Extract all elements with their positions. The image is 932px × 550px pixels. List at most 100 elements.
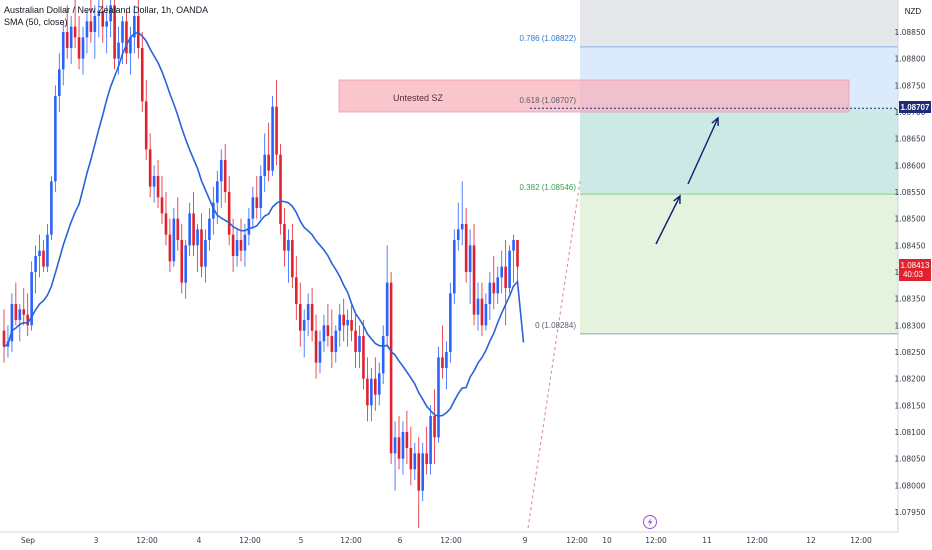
- indicator-title: SMA (50, close): [4, 17, 68, 27]
- candle-body: [310, 304, 314, 331]
- current-price-box: [899, 259, 931, 281]
- current-price-label: 1.08413: [901, 261, 930, 270]
- candle-body: [172, 218, 176, 262]
- y-tick-label: 1.08600: [894, 161, 925, 170]
- candle-body: [413, 453, 417, 470]
- y-tick-label: 1.07950: [894, 508, 925, 517]
- target-price-label: 1.08707: [901, 103, 930, 112]
- candle-body: [208, 218, 211, 240]
- y-tick-label: 1.08000: [894, 481, 925, 490]
- candle-body: [14, 304, 18, 320]
- candle-body: [500, 266, 503, 278]
- candle-body: [385, 282, 389, 336]
- x-tick-label: 9: [523, 536, 528, 545]
- candle-body: [125, 21, 128, 54]
- candle-body: [508, 250, 511, 288]
- candle-body: [251, 197, 255, 219]
- candle-body: [377, 373, 381, 395]
- candle-body: [429, 416, 432, 464]
- lightning-icon[interactable]: [643, 515, 657, 529]
- y-tick-label: 1.08650: [894, 135, 925, 144]
- candle-body: [81, 37, 85, 59]
- candle-body: [216, 181, 219, 203]
- candle-body: [97, 10, 101, 16]
- candle-body: [472, 245, 476, 315]
- candle-body: [46, 234, 49, 267]
- candle-body: [417, 453, 421, 491]
- x-tick-label: 12:00: [239, 536, 261, 545]
- y-tick-label: 1.08750: [894, 81, 925, 90]
- candle-body: [460, 224, 464, 230]
- candle-body: [117, 42, 120, 59]
- candle-body: [445, 352, 448, 368]
- x-tick-label: 12:00: [746, 536, 768, 545]
- x-tick-label: 5: [299, 536, 304, 545]
- projection-arrow-1-head: [673, 194, 681, 205]
- symbol-title: Australian Dollar / New Zealand Dollar, …: [4, 5, 209, 15]
- candle-body: [437, 357, 440, 438]
- candle-body: [61, 32, 65, 70]
- candle-body: [156, 176, 160, 198]
- candle-body: [34, 256, 37, 272]
- candle-body: [267, 154, 270, 171]
- fib-786-label: 0.786 (1.08822): [520, 34, 577, 43]
- y-tick-label: 1.08800: [894, 55, 925, 64]
- candle-body: [279, 154, 282, 224]
- candle-body: [492, 282, 496, 294]
- candle-body: [77, 37, 81, 59]
- candle-body: [488, 282, 492, 304]
- candle-body: [184, 245, 187, 283]
- candle-body: [306, 304, 310, 320]
- candle-body: [350, 320, 353, 331]
- candle-body: [133, 16, 136, 38]
- candle-body: [516, 240, 519, 267]
- candle-body: [65, 32, 69, 48]
- candle-body: [188, 213, 191, 246]
- candle-body: [271, 106, 274, 171]
- x-tick-label: 3: [94, 536, 99, 545]
- candle-body: [393, 437, 397, 454]
- y-tick-label: 1.08250: [894, 348, 925, 357]
- candle-body: [330, 336, 334, 352]
- projection-arrow-2: [687, 117, 719, 185]
- candle-body: [397, 437, 401, 459]
- supply-zone-rect: [338, 79, 850, 113]
- candle-body: [464, 224, 468, 272]
- candle-body: [401, 432, 405, 459]
- candle-body: [42, 250, 45, 267]
- candle-body: [227, 192, 231, 235]
- candle-body: [58, 69, 61, 96]
- candle-body: [176, 218, 180, 240]
- candle-body: [484, 304, 488, 326]
- candle-body: [512, 240, 515, 251]
- candle-body: [22, 309, 26, 315]
- candle-body: [318, 341, 322, 363]
- candle-body: [73, 26, 77, 38]
- candle-body: [334, 330, 338, 352]
- fib-618-label: 0.618 (1.08707): [520, 96, 577, 105]
- candle-body: [235, 240, 239, 256]
- y-tick-label: 1.08850: [894, 28, 925, 37]
- candle-body: [381, 336, 385, 374]
- candle-body: [291, 240, 294, 278]
- candle-body: [140, 48, 144, 102]
- candle-body: [259, 176, 263, 208]
- time-axis[interactable]: Sep 3 12:00 4 12:00 5 12:00 6 12:00 9 12:00 10 12:00…: [0, 531, 898, 545]
- candle-body: [358, 336, 361, 352]
- y-tick-label: 1.08350: [894, 295, 925, 304]
- candle-body: [342, 314, 345, 326]
- candle-body: [129, 37, 132, 54]
- candle-body: [480, 298, 484, 326]
- x-tick-label: Sep: [21, 536, 35, 545]
- candle-body: [212, 202, 215, 219]
- y-tick-label: 1.08050: [894, 455, 925, 464]
- target-price-box: [899, 101, 931, 113]
- candle-body: [144, 101, 148, 150]
- x-tick-label: 11: [702, 536, 712, 545]
- candle-body: [433, 416, 436, 438]
- fib-0-label: 0 (1.08284): [535, 321, 576, 330]
- candle-body: [54, 96, 57, 182]
- candle-body: [338, 314, 342, 331]
- candle-body: [239, 240, 243, 251]
